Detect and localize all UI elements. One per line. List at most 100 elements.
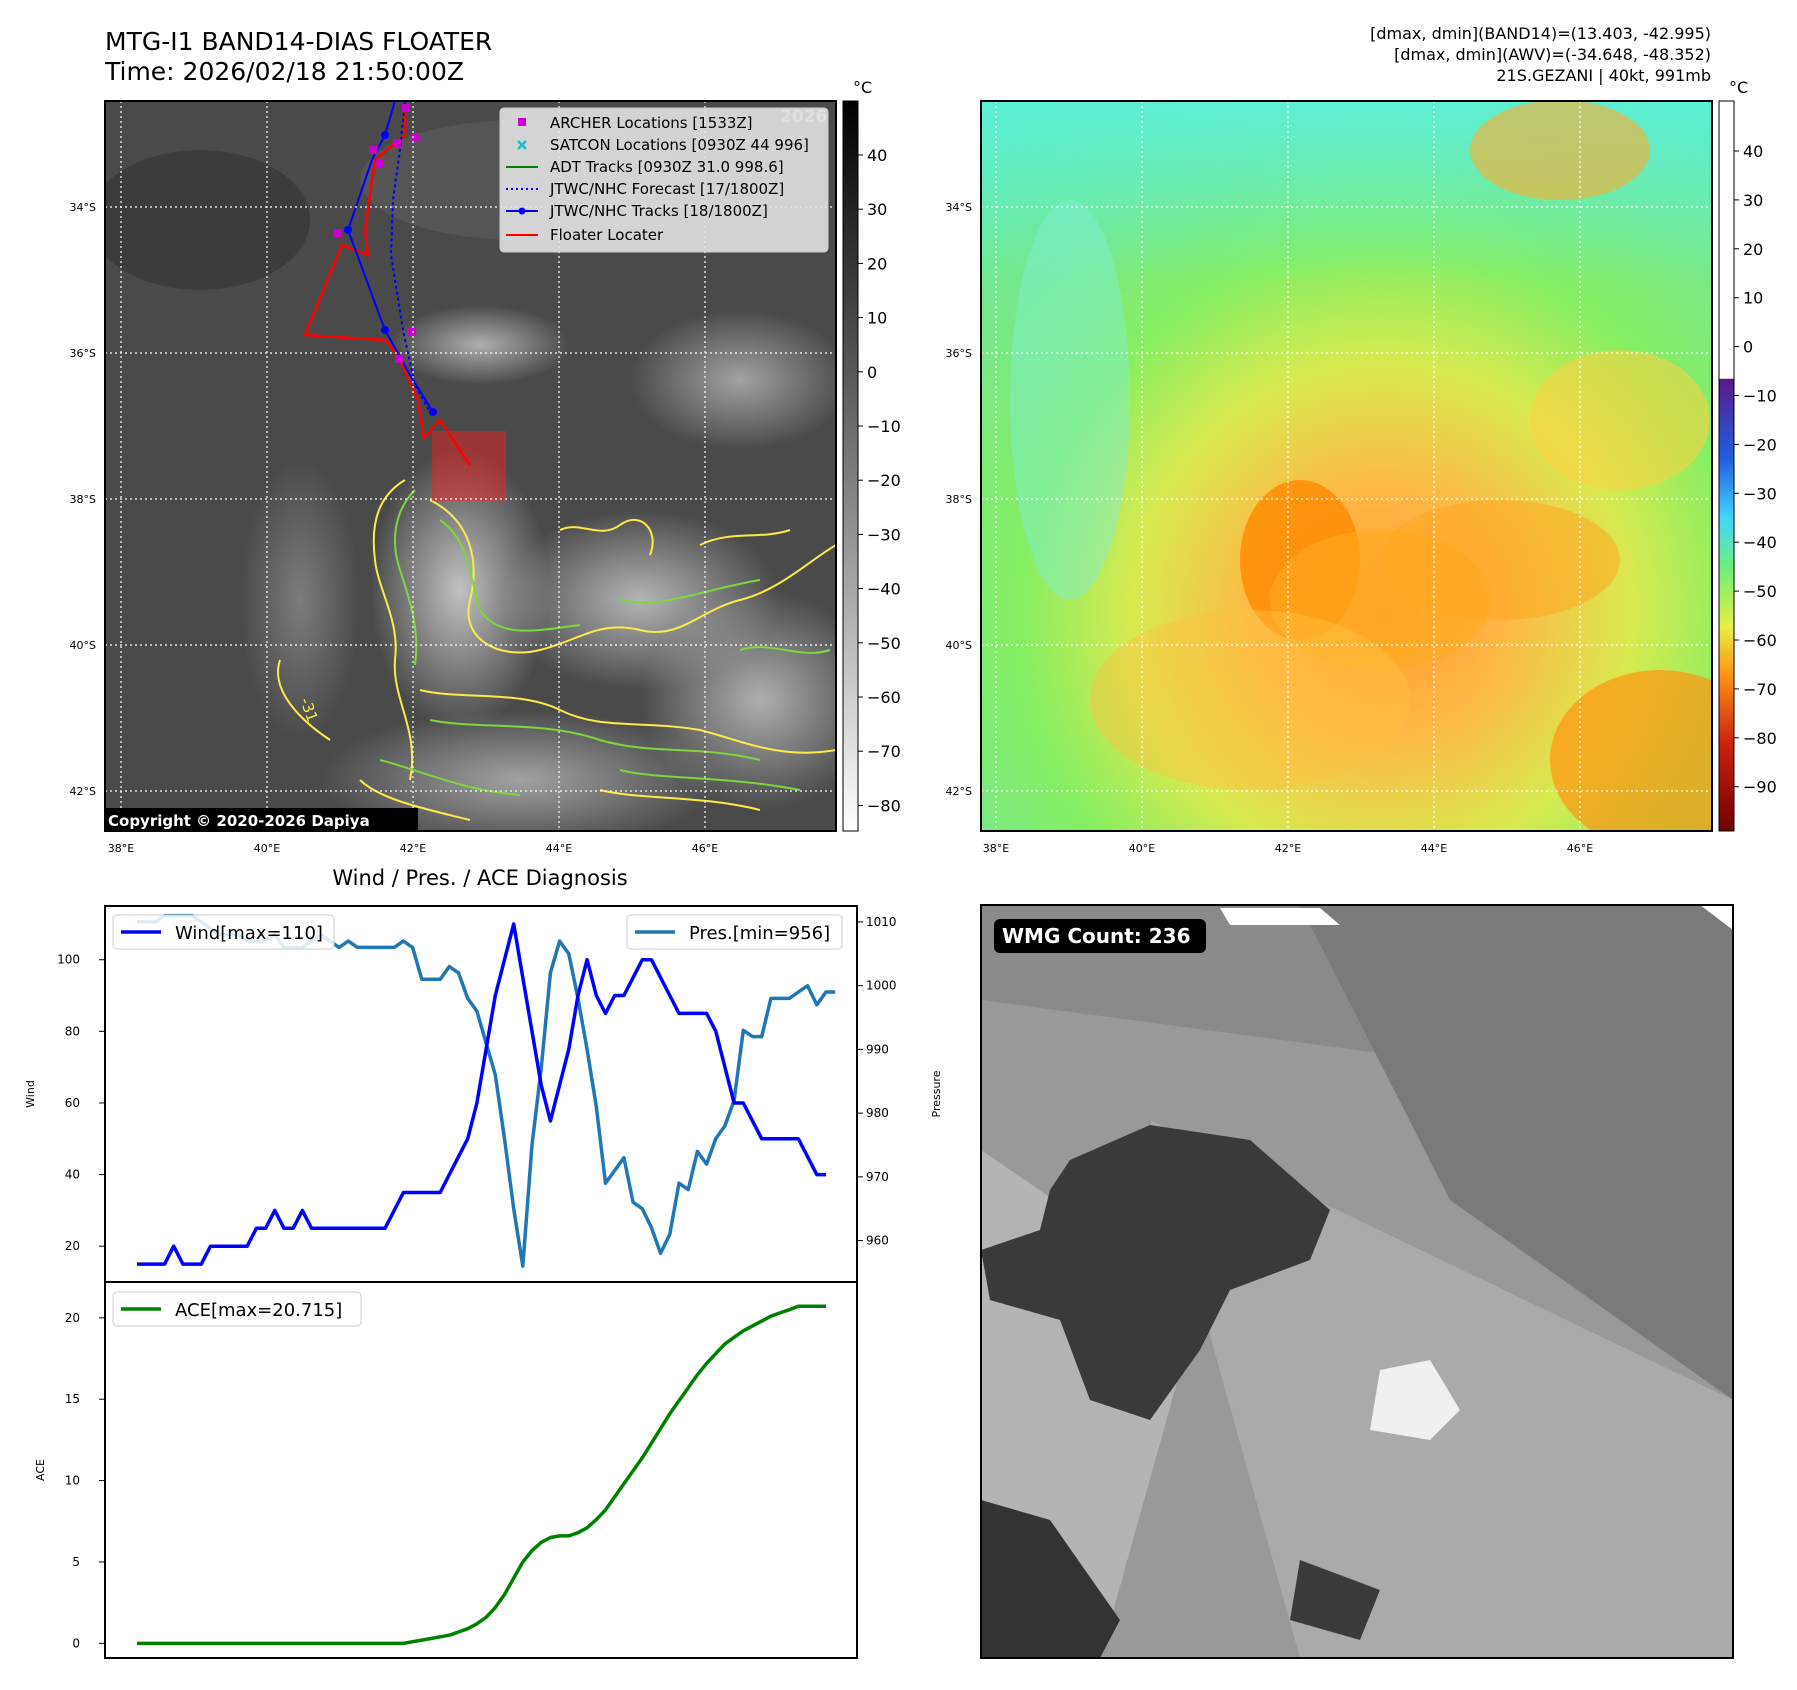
colorbar-tick-label: −40	[1743, 533, 1777, 552]
copyright-text: Copyright © 2020-2026 Dapiya	[108, 812, 370, 830]
pressure-tick-label: 1010	[866, 915, 897, 929]
ace-legend: ACE[max=20.715]	[112, 1291, 362, 1327]
pressure-tick-label: 980	[866, 1106, 889, 1120]
wind-legend: Wind[max=110]	[112, 914, 335, 950]
legend-item-satcon: SATCON Locations [0930Z 44 996]	[517, 136, 809, 154]
legend-label: JTWC/NHC Tracks [18/1800Z]	[549, 202, 768, 220]
colorbar-tick-label: −90	[1743, 778, 1777, 797]
lat-tick-label: 36°S	[70, 347, 96, 360]
diagnosis-panel: Wind Pressure ACE 20 40 60 80 100 960 970 980 99…	[24, 905, 943, 1659]
archer-points	[333, 104, 420, 363]
lat-tick-label: 38°S	[946, 493, 972, 506]
legend-item-jtwc-tracks: JTWC/NHC Tracks [18/1800Z]	[506, 202, 768, 220]
wmg-count-badge: WMG Count: 236	[994, 919, 1206, 953]
colorbar-tick-label: 10	[1743, 289, 1763, 308]
wind-axis-label: Wind	[24, 1080, 37, 1108]
colorbar-tick-label: 30	[1743, 191, 1763, 210]
ace-frame	[104, 1281, 858, 1659]
ace-tick-label: 5	[72, 1555, 80, 1569]
pressure-tick-label: 960	[866, 1234, 889, 1248]
jtwc-forecast-track	[389, 101, 431, 413]
lat-tick-label: 40°S	[946, 639, 972, 652]
lon-tick-label: 44°E	[546, 842, 572, 855]
lat-tick-label: 42°S	[70, 785, 96, 798]
wmg-count-label: WMG Count: 236	[1002, 924, 1191, 948]
colorbar-tick-label: 40	[867, 146, 887, 165]
legend-item-archer: ARCHER Locations [1533Z]	[518, 114, 753, 132]
lon-tick-label: 44°E	[1421, 842, 1447, 855]
map-tick-labels: 34°S 34°S 36°S 36°S 38°S 38°S 40°S 40°S 42°S 42°S…	[70, 201, 1594, 855]
lon-tick-label: 40°E	[1129, 842, 1155, 855]
diagnosis-ticks: 20 40 60 80 100 960 970 980 990 1000 1010 0 5 10 15 20	[57, 915, 896, 1650]
wind-tick-label: 80	[65, 1024, 80, 1038]
pressure-tick-label: 990	[866, 1042, 889, 1056]
colorbar-tick-label: −10	[867, 417, 901, 436]
colorbar-tick-label: −10	[1743, 387, 1777, 406]
ace-tick-label: 20	[65, 1311, 80, 1325]
diagnosis-title: Wind / Pres. / ACE Diagnosis	[332, 866, 627, 890]
wind-series-line	[137, 922, 826, 1266]
colorbar-tick-label: 20	[1743, 240, 1763, 259]
colorbar-tick-label: 10	[867, 309, 887, 328]
colorbar-tick-label: −40	[867, 580, 901, 599]
jtwc-track-points	[344, 131, 437, 416]
lon-tick-label: 42°E	[1275, 842, 1301, 855]
wv-colorbar-ticks: 40 30 20 10 0 −10 −20 −30 −40 −50 −60 −70 −80 −90	[1734, 142, 1777, 797]
lat-tick-label: 40°S	[70, 639, 96, 652]
lat-tick-label: 36°S	[946, 347, 972, 360]
figure-time: Time: 2026/02/18 21:50:00Z	[104, 57, 464, 86]
lon-tick-label: 46°E	[1567, 842, 1593, 855]
legend-label: SATCON Locations [0930Z 44 996]	[550, 136, 809, 154]
wind-tick-label: 40	[65, 1168, 80, 1182]
colorbar-tick-label: −60	[1743, 631, 1777, 650]
ace-axis-label: ACE	[34, 1459, 47, 1481]
ir-colorbar-ticks: 40 30 20 10 0 −10 −20 −30 −40 −50 −60 −70 −80	[858, 146, 901, 815]
ir-panel: -31 2026	[104, 78, 901, 832]
pressure-tick-label: 970	[866, 1170, 889, 1184]
wmg-imagery	[981, 905, 1733, 1658]
copyright-badge: Copyright © 2020-2026 Dapiya	[104, 808, 418, 832]
colorbar-tick-label: −80	[867, 796, 901, 815]
wv-colorbar-unit: °C	[1729, 78, 1748, 97]
wind-tick-label: 100	[57, 953, 80, 967]
colorbar-tick-label: −60	[867, 688, 901, 707]
lat-tick-label: 42°S	[946, 785, 972, 798]
ir-colorbar-unit: °C	[853, 78, 872, 97]
pressure-legend: Pres.[min=956]	[626, 914, 843, 950]
wv-colorbar: °C 40 30 20 10 0 −10 −20 −30 −40 −50 −60 −70 −80 −90	[1718, 78, 1777, 832]
colorbar-tick-label: −50	[1743, 582, 1777, 601]
ace-tick-label: 15	[65, 1392, 80, 1406]
wv-gridlines	[981, 101, 1712, 831]
wmg-panel: WMG Count: 236	[980, 904, 1734, 1659]
lon-tick-label: 42°E	[400, 842, 426, 855]
colorbar-tick-label: −20	[867, 471, 901, 490]
legend-item-jtwc-forecast: JTWC/NHC Forecast [17/1800Z]	[506, 180, 784, 198]
colorbar-tick-label: −70	[867, 742, 901, 761]
storm-info: 21S.GEZANI | 40kt, 991mb	[1496, 66, 1711, 85]
colorbar-tick-label: 0	[1743, 338, 1753, 357]
ace-legend-label: ACE[max=20.715]	[175, 1300, 342, 1321]
colorbar-tick-label: 20	[867, 254, 887, 273]
legend-label: JTWC/NHC Forecast [17/1800Z]	[549, 180, 784, 198]
ir-colorbar: °C 40 30 20 10 0 −10 −20 −30 −40 −50 −60 −70 −80	[842, 78, 901, 832]
legend-item-floater: Floater Locater	[506, 226, 664, 244]
wind-tick-label: 60	[65, 1096, 80, 1110]
colorbar-tick-label: −30	[1743, 484, 1777, 503]
pressure-axis-label: Pressure	[930, 1070, 943, 1117]
wv-panel: °C 40 30 20 10 0 −10 −20 −30 −40 −50 −60 −70 −80 −90	[980, 78, 1777, 832]
lat-tick-label: 34°S	[946, 201, 972, 214]
cold-contour-green	[379, 489, 831, 796]
diagnosis-lines	[137, 913, 836, 1646]
colorbar-tick-label: 0	[867, 363, 877, 382]
colorbar-tick-label: −50	[867, 634, 901, 653]
floater-locater-track	[303, 101, 472, 466]
colorbar-tick-label: 40	[1743, 142, 1763, 161]
colorbar-tick-label: 30	[867, 200, 887, 219]
lon-tick-label: 40°E	[254, 842, 280, 855]
legend-label: ADT Tracks [0930Z 31.0 998.6]	[550, 158, 784, 176]
awv-stats: [dmax, dmin](AWV)=(-34.648, -48.352)	[1394, 45, 1711, 64]
legend-label: ARCHER Locations [1533Z]	[550, 114, 753, 132]
x-marker-icon	[517, 140, 527, 150]
floater-box	[432, 431, 506, 501]
